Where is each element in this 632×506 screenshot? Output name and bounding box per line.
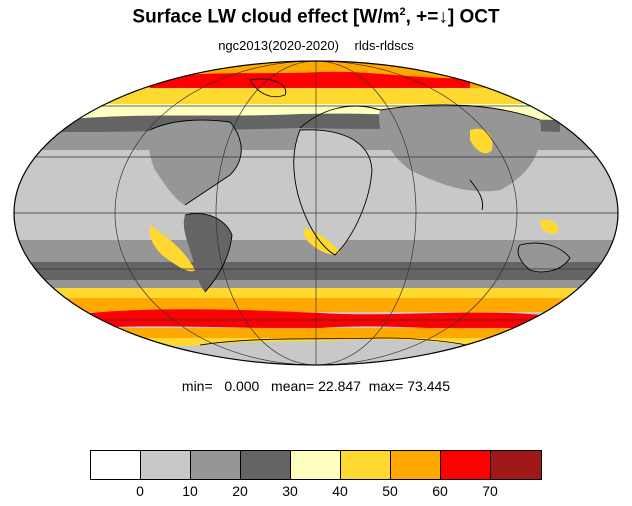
coast-africa xyxy=(293,129,373,256)
colorbar-swatch xyxy=(341,451,391,479)
colorbar-swatch xyxy=(191,451,241,479)
title-rest: , +=↓] OCT xyxy=(405,6,500,28)
colorbar-tick-label: 20 xyxy=(232,483,248,499)
colorbar-tick-label: 40 xyxy=(332,483,348,499)
band-north-red xyxy=(150,71,470,94)
stat-max-value: 73.445 xyxy=(407,378,451,394)
stat-mean-label: mean= xyxy=(271,378,315,394)
colorbar-tick-label: 0 xyxy=(136,483,144,499)
australia-field xyxy=(518,243,570,272)
coast-greenland xyxy=(249,78,287,98)
maritime-yellow xyxy=(540,219,559,234)
south-america-field xyxy=(183,213,232,292)
map-title: Surface LW cloud effect [W/m2, +=↓] OCT xyxy=(0,6,632,28)
coast-south-america xyxy=(184,213,233,293)
south-pacific-yellow xyxy=(149,225,195,272)
title-superscript: 2 xyxy=(399,6,406,18)
colorbar-tick-label: 70 xyxy=(482,483,498,499)
colorbar-ticks: 0 10 20 30 40 50 60 70 xyxy=(0,483,632,503)
stat-min-value: 0.000 xyxy=(224,378,260,394)
colorbar-swatch xyxy=(91,451,141,479)
colorbar-tick-label: 10 xyxy=(182,483,198,499)
stats-line: min= 0.000 mean= 22.847 max= 73.445 xyxy=(0,378,632,394)
stat-max-label: max= xyxy=(368,378,404,394)
colorbar-tick-label: 60 xyxy=(432,483,448,499)
coast-eurasia xyxy=(299,104,541,129)
map-panel xyxy=(13,60,619,366)
north-america-field xyxy=(148,120,242,205)
mollweide-map xyxy=(13,60,619,366)
subtitle-run: ngc2013(2020-2020) xyxy=(218,38,339,53)
asia-field xyxy=(379,104,541,192)
colorbar-tick-label: 50 xyxy=(382,483,398,499)
colorbar-swatch xyxy=(391,451,441,479)
colorbar xyxy=(90,450,542,480)
colorbar-swatch xyxy=(141,451,191,479)
coast-australia xyxy=(517,242,571,273)
colorbar-swatch xyxy=(491,451,541,479)
map-subtitle: ngc2013(2020-2020) rlds-rldscs xyxy=(0,38,632,53)
stat-mean-value: 22.847 xyxy=(318,378,361,394)
coast-india xyxy=(469,179,484,211)
globe-outline xyxy=(13,60,619,366)
colorbar-swatch xyxy=(441,451,491,479)
stat-min-label: min= xyxy=(181,378,213,394)
colorbar-swatch xyxy=(241,451,291,479)
tibet-yellow xyxy=(470,128,493,154)
south-atlantic-yellow xyxy=(303,228,340,255)
title-main: Surface LW cloud effect [W/m xyxy=(132,6,400,28)
africa-field xyxy=(293,129,372,255)
colorbar-tick-label: 30 xyxy=(282,483,298,499)
meridian-120 xyxy=(114,61,518,365)
antarctica-coast xyxy=(199,337,481,349)
coastlines xyxy=(149,78,571,293)
colorbar-swatch xyxy=(291,451,341,479)
coast-north-america xyxy=(149,119,242,206)
graticule xyxy=(14,61,618,365)
subtitle-variable: rlds-rldscs xyxy=(354,38,414,53)
meridian-60 xyxy=(215,61,417,365)
